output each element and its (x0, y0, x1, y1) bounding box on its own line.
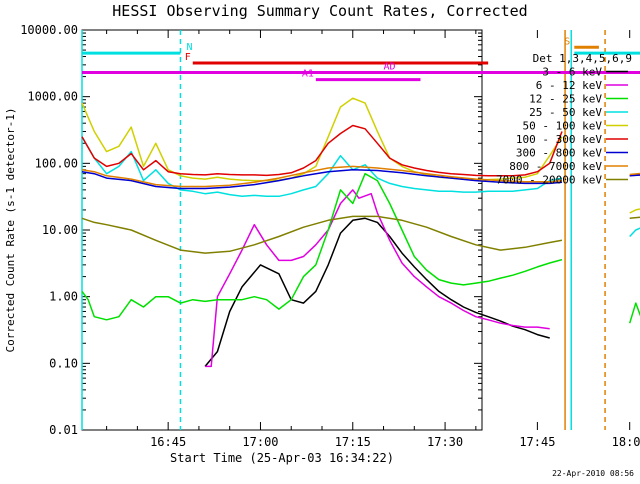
flag-bar-label: S (564, 36, 570, 47)
y-tick-label: 0.10 (49, 356, 78, 370)
legend-label: 25 - 50 keV (529, 106, 602, 119)
y-axis-label: Corrected Count Rate (s-1 detector-1) (4, 107, 17, 352)
chart-title: HESSI Observing Summary Count Rates, Cor… (112, 2, 528, 20)
legend-label: 300 - 800 keV (516, 147, 602, 160)
x-tick-label: 17:15 (335, 435, 371, 449)
y-tick-label: 100.00 (35, 156, 78, 170)
x-tick-label: 18:00 (612, 435, 640, 449)
legend-label: 100 - 300 keV (516, 133, 602, 146)
flag-bar-label: N (186, 42, 192, 53)
y-tick-label: 10.00 (42, 223, 78, 237)
legend-label: 7000 - 20000 keV (496, 174, 602, 187)
flag-bar-label: AD (384, 62, 396, 73)
y-tick-label: 1.00 (49, 290, 78, 304)
x-tick-label: 17:45 (519, 435, 555, 449)
series-line-8 (81, 165, 640, 188)
series-line-7 (81, 169, 640, 190)
legend-label: 3 - 6 keV (542, 66, 602, 79)
y-tick-label: 10000.00 (20, 23, 78, 37)
footer-timestamp: 22-Apr-2010 08:56 (552, 469, 634, 478)
x-axis-label: Start Time (25-Apr-03 16:34:22) (170, 451, 394, 465)
series-line-2 (205, 189, 550, 368)
series-line-1 (204, 217, 550, 367)
legend-label: 12 - 25 keV (529, 93, 602, 106)
series-line-4 (81, 136, 640, 238)
legend-label: 6 - 12 keV (536, 79, 603, 92)
x-tick-label: 16:45 (150, 435, 186, 449)
y-tick-label: 1000.00 (27, 90, 78, 104)
flag-bar-label: F (185, 52, 191, 63)
x-tick-label: 17:30 (427, 435, 463, 449)
series-line-9 (81, 215, 640, 254)
plot-frame (81, 29, 483, 431)
legend-header: Det 1,3,4,5,6,9 (533, 52, 632, 65)
flag-bar-label: A1 (302, 69, 314, 80)
legend-label: 50 - 100 keV (523, 120, 603, 133)
y-tick-label: 0.01 (49, 423, 78, 437)
series-line-3 (81, 172, 640, 324)
x-tick-label: 17:00 (242, 435, 278, 449)
legend-label: 800 - 7000 keV (509, 160, 602, 173)
